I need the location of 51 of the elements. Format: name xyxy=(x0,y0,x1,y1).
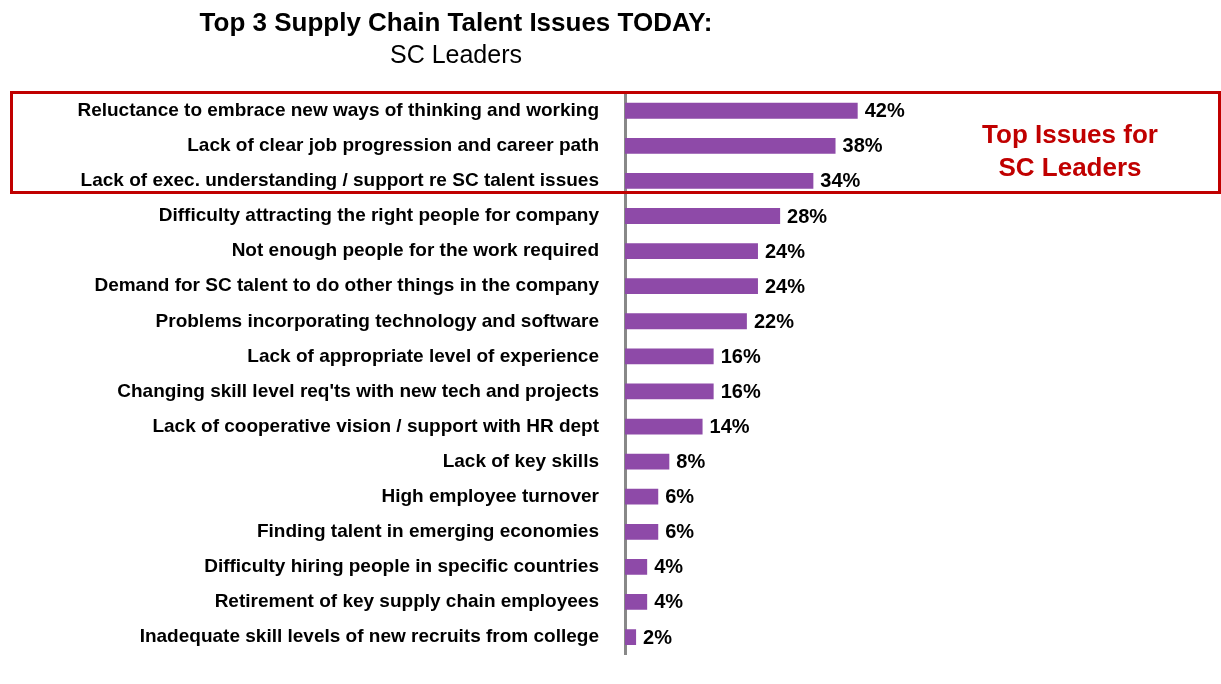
y-tick-label: Lack of appropriate level of experience xyxy=(247,344,599,366)
data-label: 4% xyxy=(654,555,684,578)
data-label: 16% xyxy=(720,379,761,402)
data-label: 34% xyxy=(820,169,861,192)
bar xyxy=(625,383,714,400)
bar xyxy=(625,173,814,189)
y-tick-label: Changing skill level req'ts with new tech and projects xyxy=(117,379,599,401)
data-label: 42% xyxy=(864,99,905,122)
y-tick-label: Lack of cooperative vision / support with HR dept xyxy=(152,414,600,436)
data-label: 24% xyxy=(764,274,806,297)
data-label: 6% xyxy=(665,485,695,508)
data-label: 22% xyxy=(753,309,795,332)
y-tick-label: Difficulty attracting the right people for company xyxy=(158,204,600,226)
y-tick-label: Retirement of key supply chain employees xyxy=(214,590,599,612)
bar xyxy=(625,523,659,540)
bar xyxy=(625,629,637,645)
bar xyxy=(625,418,703,435)
bar xyxy=(625,313,747,330)
y-tick-label: Difficulty hiring people in specific countries xyxy=(204,555,599,577)
chart-title: Top 3 Supply Chain Talent Issues TODAY: xyxy=(199,6,713,37)
y-tick-label: Inadequate skill levels of new recruits from college xyxy=(139,625,599,647)
y-tick-label: Demand for SC talent to do other things in the company xyxy=(94,274,600,296)
data-label: 4% xyxy=(654,590,684,613)
bar xyxy=(625,488,659,505)
bar xyxy=(625,278,758,295)
data-label: 14% xyxy=(709,415,750,438)
bar xyxy=(625,558,648,575)
y-tick-label: High employee turnover xyxy=(381,484,600,506)
text: Top Issues for SC Leaders xyxy=(981,118,1159,184)
data-label: 16% xyxy=(720,344,761,367)
data-label: 6% xyxy=(665,520,695,543)
data-label: 24% xyxy=(764,239,806,262)
y-tick-label: Lack of key skills xyxy=(442,449,599,471)
bar xyxy=(625,102,858,119)
bar xyxy=(625,594,648,610)
y-tick-label: Problems incorporating technology and software xyxy=(155,309,599,331)
data-label: 28% xyxy=(787,204,828,227)
y-tick-label: Not enough people for the work required xyxy=(231,239,599,261)
bar xyxy=(625,243,758,259)
chart-subtitle: SC Leaders xyxy=(389,40,523,69)
bar xyxy=(625,453,670,470)
y-tick-label: Lack of clear job progression and career path xyxy=(187,134,599,156)
bar xyxy=(625,208,781,224)
data-label: 38% xyxy=(842,134,883,157)
y-tick-label: Reluctance to embrace new ways of thinking and working xyxy=(77,98,599,120)
data-label: 2% xyxy=(643,625,673,648)
y-tick-label: Finding talent in emerging economies xyxy=(256,520,599,542)
y-tick-label: Lack of exec. understanding / support re SC talent issues xyxy=(80,169,599,191)
bar xyxy=(625,348,714,365)
bar xyxy=(625,137,836,154)
data-label: 8% xyxy=(676,450,706,473)
